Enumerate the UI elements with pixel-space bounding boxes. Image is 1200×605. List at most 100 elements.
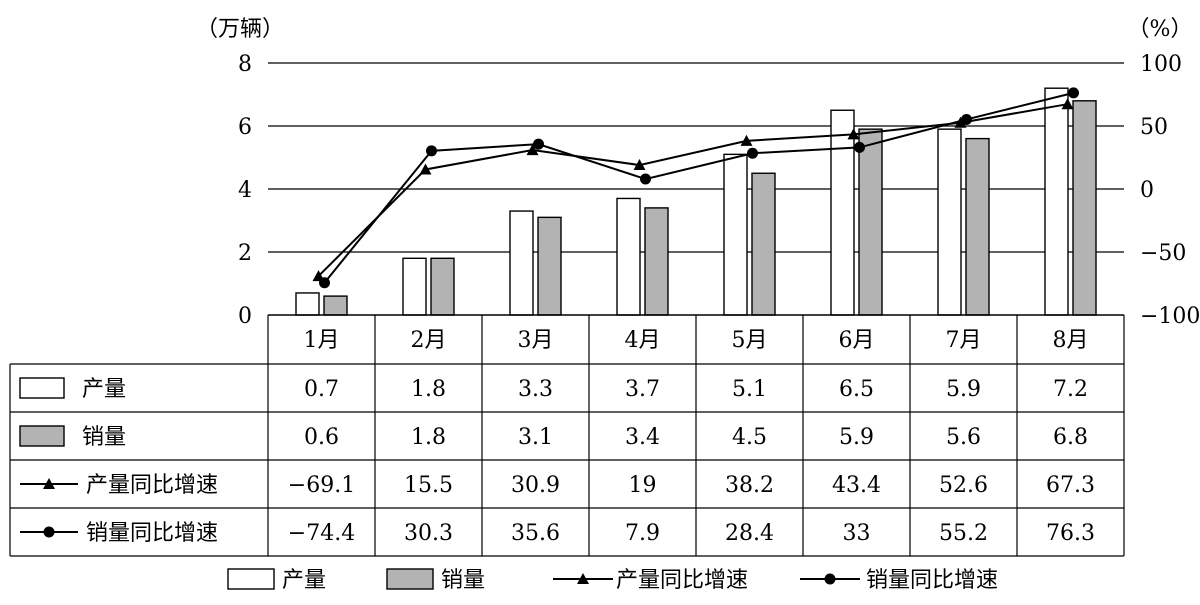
line-sales-growth [323, 91, 1074, 284]
marker-sales-growth [319, 277, 330, 289]
data-label: 4.5 [732, 425, 767, 450]
data-label: 43.4 [832, 473, 881, 498]
data-label: 5.9 [839, 425, 874, 450]
data-label: 3.3 [518, 377, 553, 402]
legend-marker [577, 573, 589, 584]
data-label: 30.3 [404, 521, 453, 546]
right-tick-label: 50 [1140, 115, 1168, 140]
legend-label: 销量同比增速 [866, 568, 998, 593]
legend-swatch [19, 425, 65, 447]
marker-sales-growth [854, 141, 865, 153]
data-label: 0.6 [304, 425, 339, 450]
marker-sales-growth [640, 173, 651, 185]
data-label: 55.2 [939, 521, 988, 546]
legend-swatch [386, 568, 434, 590]
data-label: 30.9 [511, 473, 560, 498]
x-tick-label: 1月 [304, 328, 340, 353]
bar-production [616, 197, 641, 316]
data-label: 3.7 [625, 377, 660, 402]
legend-label: 产量 [282, 568, 326, 593]
bar-sales [644, 207, 669, 316]
left-axis-unit: （万辆） [196, 17, 284, 42]
data-label: 5.1 [732, 377, 767, 402]
bar-sales [537, 216, 562, 316]
data-label: 38.2 [725, 473, 774, 498]
bar-sales [430, 257, 455, 316]
data-label: 6.8 [1053, 425, 1088, 450]
marker-production-growth [954, 116, 967, 128]
bar-production [723, 153, 748, 316]
marker-production-growth [847, 128, 860, 140]
data-label: −74.4 [288, 521, 355, 546]
data-label: −69.1 [288, 473, 355, 498]
row-legend-label: 销量 [82, 425, 126, 450]
row-legend-label: 产量 [82, 377, 126, 402]
left-tick-label: 0 [238, 304, 252, 329]
x-tick-label: 7月 [946, 328, 982, 353]
marker-sales-growth [747, 147, 758, 159]
marker-sales-growth [1068, 87, 1079, 99]
x-tick-label: 6月 [839, 328, 875, 353]
legend-swatch [19, 377, 65, 399]
data-label: 7.2 [1053, 377, 1088, 402]
data-label: 1.8 [411, 425, 446, 450]
bar-production [509, 210, 534, 316]
legend-marker [43, 478, 55, 489]
data-label: 19 [629, 473, 657, 498]
right-tick-label: 100 [1140, 52, 1182, 77]
marker-sales-growth [961, 113, 972, 125]
marker-production-growth [419, 163, 432, 175]
legend-marker [43, 526, 55, 538]
left-tick-label: 4 [238, 178, 252, 203]
data-label: 33 [843, 521, 871, 546]
bar-sales [858, 128, 883, 316]
x-tick-label: 5月 [732, 328, 768, 353]
bar-production [830, 109, 855, 316]
legend-swatch [227, 568, 275, 590]
data-label: 76.3 [1046, 521, 1095, 546]
marker-production-growth [1061, 98, 1074, 110]
x-tick-label: 8月 [1053, 328, 1089, 353]
data-label: 7.9 [625, 521, 660, 546]
data-label: 52.6 [939, 473, 988, 498]
bar-production [295, 292, 320, 316]
x-tick-label: 2月 [411, 328, 447, 353]
data-label: 5.9 [946, 377, 981, 402]
data-label: 3.4 [625, 425, 660, 450]
bar-production [1044, 87, 1069, 316]
legend-marker [824, 573, 836, 585]
bar-sales [323, 295, 348, 316]
x-tick-label: 4月 [625, 328, 661, 353]
bar-production [937, 128, 962, 316]
bar-sales [965, 137, 990, 316]
left-tick-label: 2 [238, 241, 252, 266]
marker-production-growth [526, 144, 539, 156]
marker-production-growth [740, 134, 753, 146]
data-label: 28.4 [725, 521, 774, 546]
data-label: 5.6 [946, 425, 981, 450]
data-label: 0.7 [304, 377, 339, 402]
data-label: 1.8 [411, 377, 446, 402]
bar-sales [751, 172, 776, 316]
right-tick-label: 0 [1140, 178, 1154, 203]
marker-sales-growth [426, 145, 437, 157]
data-label: 15.5 [404, 473, 453, 498]
right-tick-label: −50 [1140, 241, 1186, 266]
left-tick-label: 8 [238, 52, 252, 77]
row-legend-label: 销量同比增速 [86, 521, 218, 546]
legend-label: 产量同比增速 [616, 568, 748, 593]
left-tick-label: 6 [238, 115, 252, 140]
data-label: 3.1 [518, 425, 553, 450]
data-label: 6.5 [839, 377, 874, 402]
data-label: 67.3 [1046, 473, 1095, 498]
marker-sales-growth [533, 138, 544, 150]
bar-sales [1072, 100, 1097, 316]
marker-production-growth [633, 159, 646, 171]
right-axis-unit: （%） [1128, 17, 1193, 42]
legend-label: 销量 [441, 568, 485, 593]
row-legend-label: 产量同比增速 [86, 473, 218, 498]
x-tick-label: 3月 [518, 328, 554, 353]
right-tick-label: −100 [1140, 304, 1200, 329]
data-label: 35.6 [511, 521, 560, 546]
